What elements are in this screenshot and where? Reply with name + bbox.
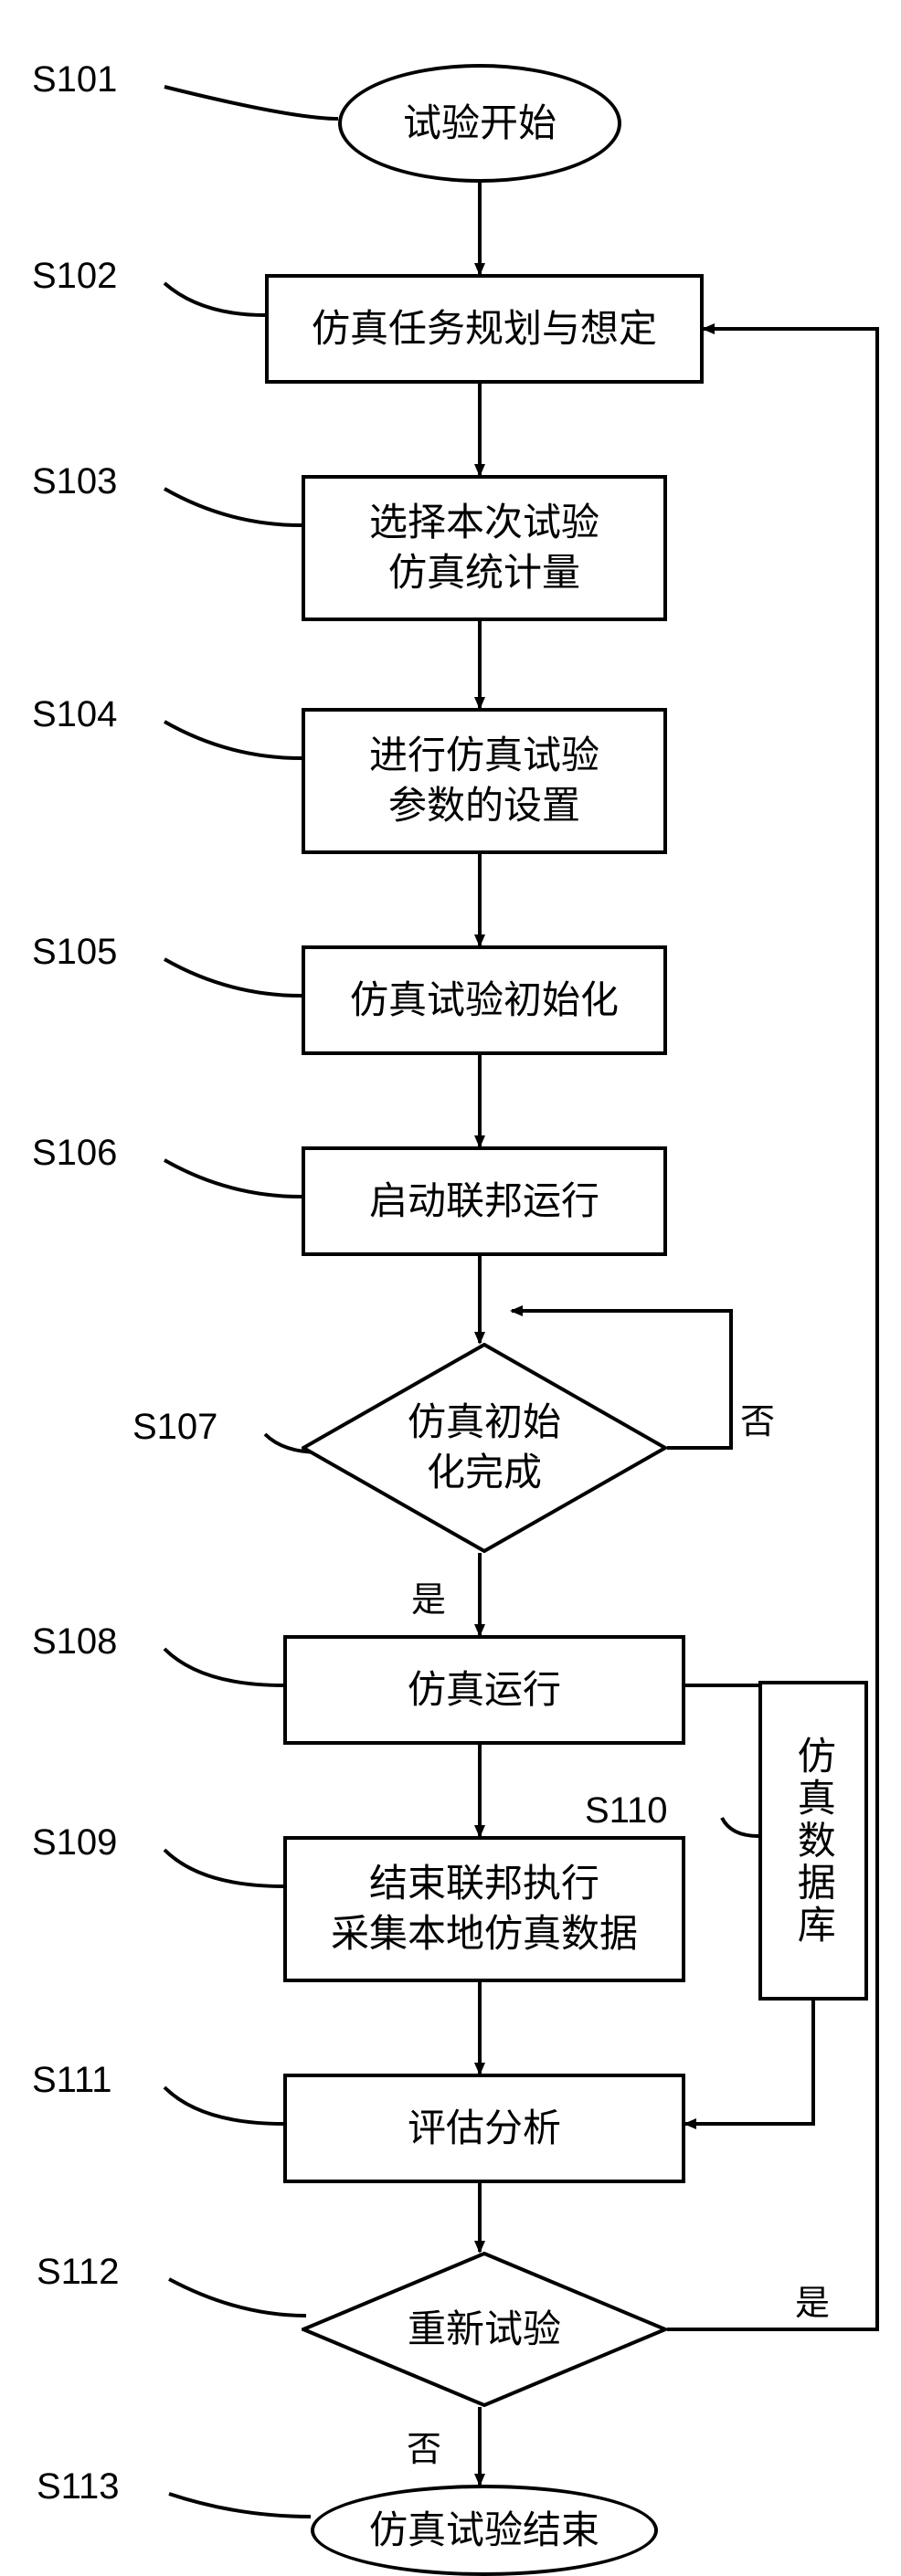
step-label-s107: S107 — [132, 1407, 217, 1448]
step-label-s106: S106 — [32, 1133, 117, 1174]
node-n107: 仿真初始化完成 — [302, 1343, 667, 1553]
node-n106: 启动联邦运行 — [302, 1146, 667, 1256]
edges-layer — [0, 0, 901, 2576]
node-n111: 评估分析 — [283, 2074, 685, 2183]
node-n104: 进行仿真试验参数的设置 — [302, 708, 667, 854]
step-label-s108: S108 — [32, 1621, 117, 1663]
edge-label-no107: 否 — [740, 1393, 775, 1443]
node-n105: 仿真试验初始化 — [302, 945, 667, 1055]
node-text-n103: 选择本次试验仿真统计量 — [369, 498, 599, 597]
flowchart-canvas: 试验开始仿真任务规划与想定选择本次试验仿真统计量进行仿真试验参数的设置仿真试验初… — [0, 0, 901, 2576]
step-label-s105: S105 — [32, 932, 117, 973]
node-text-n106: 启动联邦运行 — [369, 1177, 599, 1227]
step-label-s103: S103 — [32, 461, 117, 502]
node-n103: 选择本次试验仿真统计量 — [302, 475, 667, 621]
step-label-s104: S104 — [32, 694, 117, 735]
node-n102: 仿真任务规划与想定 — [265, 274, 704, 384]
step-label-s113: S113 — [37, 2466, 119, 2507]
node-n101: 试验开始 — [338, 64, 621, 183]
step-label-s101: S101 — [32, 59, 117, 100]
step-label-s112: S112 — [37, 2252, 119, 2293]
step-label-s102: S102 — [32, 256, 117, 297]
step-label-s111: S111 — [32, 2060, 111, 2101]
node-n108: 仿真运行 — [283, 1635, 685, 1745]
step-label-s109: S109 — [32, 1822, 117, 1863]
node-text-n101: 试验开始 — [403, 99, 556, 149]
node-text-n111: 评估分析 — [408, 2104, 561, 2154]
node-text-n112: 重新试验 — [408, 2305, 561, 2355]
edge-label-no112: 否 — [407, 2421, 441, 2471]
node-text-n113: 仿真试验结束 — [369, 2506, 599, 2556]
node-n110: 仿真数据库 — [758, 1681, 868, 2001]
node-text-n104: 进行仿真试验参数的设置 — [369, 731, 599, 830]
node-text-n110: 仿真数据库 — [789, 1736, 839, 1947]
edge-label-yes112: 是 — [795, 2275, 830, 2325]
node-text-n107: 仿真初始化完成 — [408, 1398, 561, 1497]
node-n109: 结束联邦执行采集本地仿真数据 — [283, 1836, 685, 1982]
node-n112: 重新试验 — [302, 2252, 667, 2407]
node-text-n105: 仿真试验初始化 — [350, 976, 619, 1026]
node-text-n108: 仿真运行 — [408, 1665, 561, 1716]
edge-label-yes107: 是 — [411, 1571, 446, 1621]
step-label-s110: S110 — [585, 1790, 667, 1832]
node-n113: 仿真试验结束 — [311, 2485, 658, 2576]
node-text-n109: 结束联邦执行采集本地仿真数据 — [331, 1859, 638, 1958]
node-text-n102: 仿真任务规划与想定 — [312, 304, 657, 354]
